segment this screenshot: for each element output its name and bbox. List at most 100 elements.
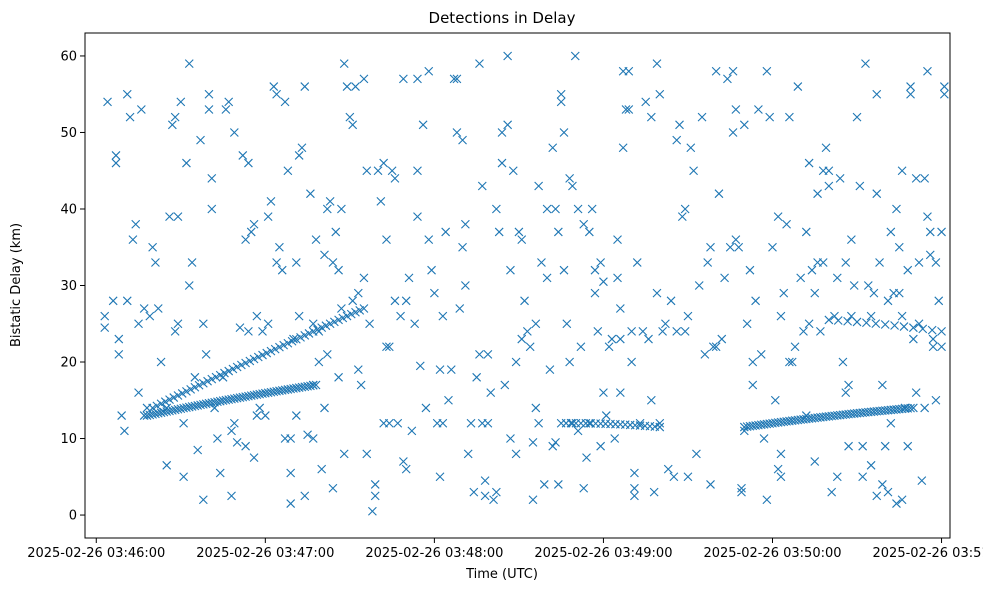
data-point <box>169 393 179 402</box>
data-point <box>877 480 887 489</box>
data-point <box>179 403 189 413</box>
data-point <box>785 112 794 122</box>
data-point <box>920 403 930 413</box>
data-point <box>706 242 715 252</box>
data-point <box>190 382 200 392</box>
data-point <box>308 434 318 443</box>
data-point <box>317 464 327 474</box>
data-point <box>320 250 329 260</box>
data-point <box>249 219 259 229</box>
data-point <box>683 472 693 482</box>
data-point <box>356 380 366 390</box>
data-point <box>252 411 262 420</box>
data-point <box>370 480 380 489</box>
data-point <box>737 487 746 497</box>
data-point <box>165 212 174 222</box>
data-point <box>156 408 166 418</box>
data-point <box>224 366 234 376</box>
data-point <box>776 449 786 459</box>
data-point <box>294 151 304 160</box>
data-point <box>182 387 191 396</box>
data-point <box>914 319 924 329</box>
data-point <box>362 449 372 459</box>
data-point <box>897 495 907 505</box>
data-point <box>500 380 510 390</box>
data-point <box>931 395 941 405</box>
data-point <box>152 401 162 411</box>
data-point <box>748 357 758 367</box>
data-point <box>897 166 907 176</box>
data-point <box>871 319 881 328</box>
data-point <box>844 380 853 390</box>
data-point <box>892 499 901 508</box>
data-point <box>221 105 231 114</box>
data-point <box>880 441 890 451</box>
data-point <box>553 480 563 489</box>
data-point <box>717 334 727 344</box>
data-point <box>565 357 575 367</box>
data-point <box>111 151 121 160</box>
data-point <box>700 349 710 359</box>
data-point <box>849 281 859 290</box>
data-point <box>236 360 246 370</box>
data-point <box>351 307 360 317</box>
data-point <box>890 321 899 330</box>
data-point <box>286 468 296 478</box>
data-point <box>658 327 667 336</box>
data-point <box>880 320 890 329</box>
data-point <box>204 105 214 114</box>
data-point <box>170 112 180 122</box>
data-point <box>308 327 318 336</box>
data-point <box>706 480 715 489</box>
data-point <box>855 181 865 191</box>
data-point <box>624 66 634 76</box>
data-point <box>680 327 690 336</box>
data-point <box>390 173 400 183</box>
data-point <box>596 441 606 451</box>
data-point <box>596 258 606 267</box>
data-point <box>506 265 515 275</box>
chart-title: Detections in Delay <box>429 9 576 27</box>
data-point <box>737 483 746 493</box>
data-point <box>621 105 631 114</box>
data-point <box>187 402 197 411</box>
data-point <box>128 235 138 244</box>
data-point <box>483 349 493 359</box>
data-point <box>649 487 659 497</box>
data-point <box>759 434 769 443</box>
data-point <box>565 173 575 183</box>
data-point <box>883 487 893 497</box>
data-point <box>418 120 428 130</box>
data-point <box>672 327 682 336</box>
data-point <box>167 120 177 130</box>
data-point <box>329 317 339 327</box>
data-point <box>306 189 315 199</box>
data-point <box>872 189 882 199</box>
data-point <box>646 112 656 122</box>
data-point <box>328 258 338 267</box>
data-point <box>353 365 363 375</box>
data-point <box>739 426 749 436</box>
data-point <box>624 105 634 114</box>
data-point <box>841 258 851 267</box>
data-point <box>196 135 205 145</box>
data-point <box>590 288 600 298</box>
data-point <box>480 476 490 486</box>
data-point <box>131 219 141 229</box>
data-point <box>272 258 281 267</box>
data-point <box>337 304 346 313</box>
data-point <box>542 204 552 214</box>
data-point <box>193 445 203 455</box>
data-point <box>151 409 160 419</box>
data-point <box>198 378 208 388</box>
data-point <box>232 362 242 372</box>
data-point <box>184 59 194 68</box>
data-point <box>253 352 263 362</box>
data-point <box>934 296 944 306</box>
data-point <box>818 258 828 267</box>
data-point <box>379 158 389 168</box>
data-point <box>677 212 687 222</box>
data-point <box>241 358 250 368</box>
data-point <box>100 323 110 332</box>
data-point <box>173 391 183 400</box>
